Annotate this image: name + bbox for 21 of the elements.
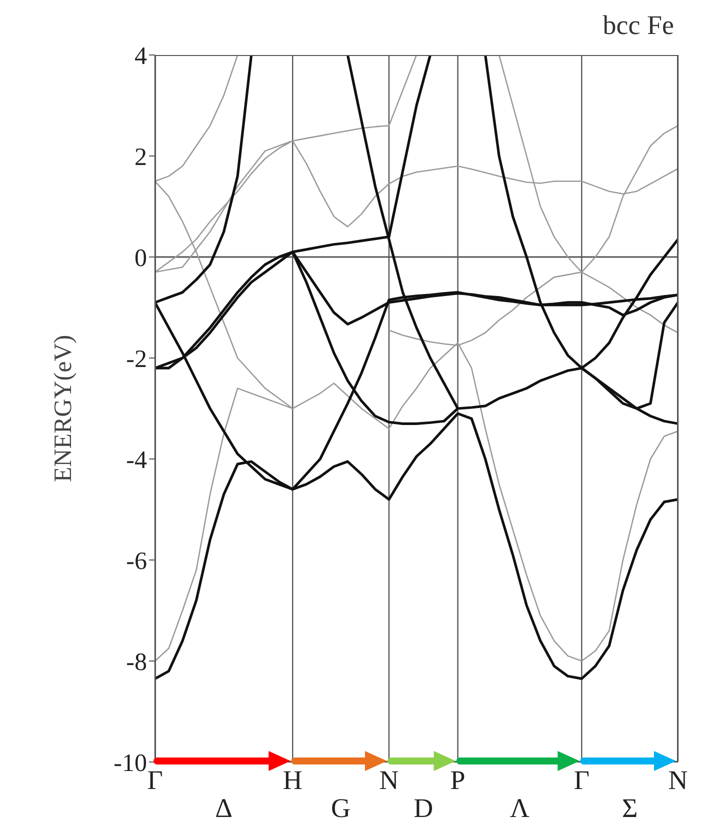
x-tick-label: N: [668, 765, 688, 796]
y-tick-label: 0: [134, 244, 147, 272]
text: Σ: [622, 793, 638, 823]
x-tick-label: Γ: [147, 765, 163, 796]
y-axis-title: ENERGY(eV): [50, 334, 77, 482]
y-tick-label: -8: [126, 648, 147, 676]
text: Δ: [215, 793, 233, 823]
x-tick-label: P: [450, 765, 466, 796]
y-tick-label: -4: [126, 446, 148, 474]
text: D: [414, 793, 434, 823]
y-tick-label: -6: [126, 548, 147, 575]
y-tick-label: -10: [114, 750, 147, 777]
x-tick-label: Γ: [574, 765, 590, 796]
y-tick-label: 4: [134, 42, 148, 70]
text: Λ: [510, 793, 530, 823]
x-tick-label: H: [282, 765, 302, 796]
y-tick-label: 2: [134, 144, 147, 171]
chart-title: bcc Fe: [602, 10, 674, 41]
text: G: [331, 793, 351, 823]
x-tick-label: N: [379, 765, 399, 796]
y-tick-label: -2: [126, 346, 147, 373]
